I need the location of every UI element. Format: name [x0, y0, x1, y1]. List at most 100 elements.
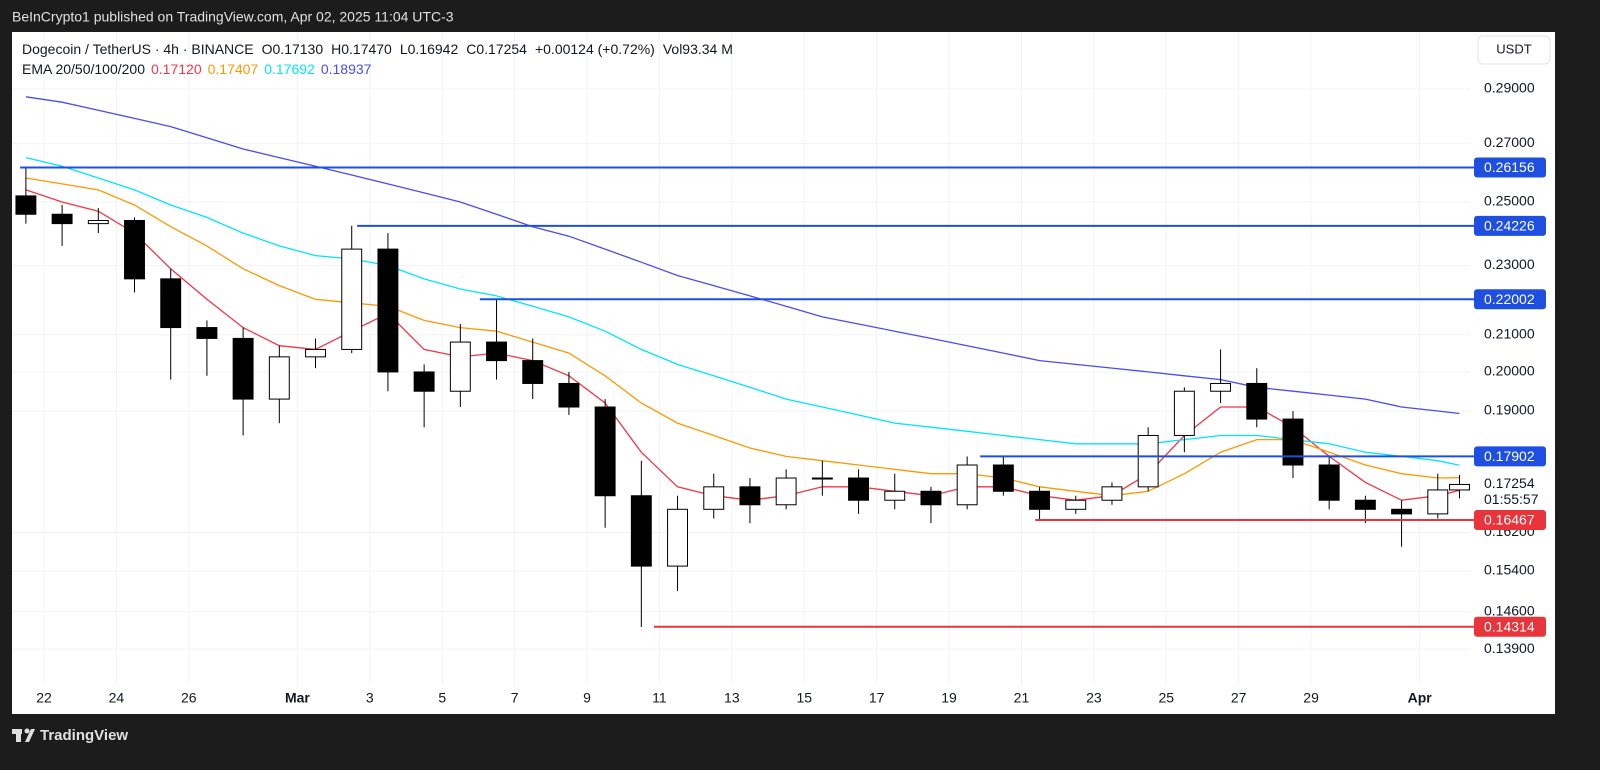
- y-tick-label: 0.25000: [1484, 193, 1535, 209]
- level-label: 0.16467: [1484, 512, 1535, 528]
- candle-body: [703, 486, 725, 510]
- candle-body: [594, 406, 616, 497]
- ema-legend: EMA 20/50/100/200 0.17120 0.17407 0.17692 0.…: [22, 61, 372, 77]
- ohlc-value: L0.16942: [400, 41, 459, 57]
- x-tick-label: 15: [796, 690, 812, 706]
- x-tick-label: 9: [583, 690, 591, 706]
- y-tick-label: 0.21000: [1484, 325, 1535, 341]
- candle-body: [232, 337, 254, 400]
- publisher-line: BeInCrypto1 published on TradingView.com…: [12, 9, 454, 25]
- y-tick-label: 0.15400: [1484, 562, 1535, 578]
- ohlc-value: Vol93.34 M: [663, 41, 733, 57]
- candle-body: [1449, 483, 1470, 491]
- candle-body: [1282, 418, 1304, 466]
- candle-body: [1246, 382, 1268, 420]
- y-tick-label: 0.14600: [1484, 602, 1535, 618]
- candle-body: [775, 477, 797, 506]
- candle-body: [739, 486, 761, 506]
- x-tick-label: Mar: [285, 690, 310, 706]
- candle-body: [1427, 489, 1449, 515]
- ohlc-value: +0.00124 (+0.72%): [535, 41, 655, 57]
- x-tick-label: Apr: [1408, 690, 1433, 706]
- candle-body: [160, 278, 182, 329]
- x-tick-label: 24: [109, 690, 125, 706]
- x-tick-label: 27: [1231, 690, 1247, 706]
- x-tick-label: 26: [181, 690, 197, 706]
- x-tick-label: 22: [36, 690, 52, 706]
- x-tick-label: 23: [1086, 690, 1102, 706]
- level-label-box: [1474, 616, 1546, 637]
- symbol-legend: Dogecoin / TetherUS · 4h · BINANCE O0.171…: [22, 41, 733, 57]
- level-label: 0.26156: [1484, 159, 1535, 175]
- x-tick-label: 3: [366, 690, 374, 706]
- candle-body: [630, 495, 652, 567]
- candle-body: [449, 341, 471, 392]
- x-tick-label: 5: [438, 690, 446, 706]
- level-label: 0.24226: [1484, 218, 1535, 234]
- y-tick-label: 0.29000: [1484, 80, 1535, 96]
- level-label-box: [1474, 510, 1546, 531]
- y-tick-label: 0.27000: [1484, 134, 1535, 150]
- candle-body: [956, 464, 978, 506]
- tv-logo: [12, 728, 35, 742]
- y-tick-label: 0.19000: [1484, 402, 1535, 418]
- candle-body: [1101, 486, 1123, 501]
- candle-body: [268, 356, 290, 400]
- ema-title: EMA 20/50/100/200: [22, 61, 145, 77]
- ema-value: 0.18937: [321, 61, 372, 77]
- countdown: 01:55:57: [1484, 491, 1539, 507]
- x-tick-label: 19: [941, 690, 957, 706]
- candle-body: [305, 348, 326, 358]
- level-label-box: [1474, 157, 1546, 178]
- candle-body: [196, 327, 218, 339]
- level-label: 0.22002: [1484, 291, 1535, 307]
- x-tick-label: 11: [652, 690, 667, 706]
- candle-body: [1137, 434, 1159, 488]
- level-label-box: [1474, 289, 1546, 310]
- x-tick-label: 13: [724, 690, 740, 706]
- candle-body: [1029, 490, 1051, 510]
- candle-body: [667, 508, 688, 567]
- x-tick-label: 29: [1303, 690, 1319, 706]
- x-tick-label: 21: [1014, 690, 1030, 706]
- level-label: 0.17902: [1484, 448, 1535, 464]
- ohlc-value: H0.17470: [331, 41, 392, 57]
- ohlc-value: C0.17254: [466, 41, 527, 57]
- ema-line: [25, 177, 1460, 497]
- ema-line: [25, 96, 1460, 415]
- ema-value: 0.17120: [151, 61, 202, 77]
- candle-body: [884, 490, 906, 501]
- y-tick-label: 0.13900: [1484, 640, 1535, 656]
- level-label-box: [1474, 215, 1546, 236]
- candle-body: [1065, 499, 1087, 510]
- candle-body: [920, 490, 942, 506]
- candle-body: [341, 248, 363, 350]
- level-label-box: [1474, 446, 1546, 467]
- candle-body: [413, 371, 435, 392]
- x-tick-label: 25: [1158, 690, 1174, 706]
- candle-body: [811, 477, 833, 480]
- candle-body: [486, 341, 507, 362]
- last-price: 0.17254: [1484, 475, 1535, 491]
- symbol: Dogecoin / TetherUS · 4h · BINANCE: [22, 41, 254, 57]
- ema-value: 0.17407: [208, 61, 259, 77]
- candle-body: [1173, 390, 1195, 436]
- candle-body: [51, 213, 73, 225]
- brand: TradingView: [40, 727, 128, 744]
- candle-body: [1318, 464, 1340, 501]
- candle-body: [1391, 508, 1413, 515]
- candle-body: [558, 382, 580, 408]
- candle-body: [522, 360, 544, 384]
- currency[interactable]: USDT: [1496, 41, 1531, 56]
- ema-value: 0.17692: [264, 61, 315, 77]
- ema-line: [25, 156, 1460, 466]
- candle-body: [87, 219, 109, 225]
- candle-body: [1354, 499, 1376, 510]
- currency-button[interactable]: [1477, 35, 1551, 65]
- x-tick-label: 7: [511, 690, 519, 706]
- candle-body: [377, 248, 399, 373]
- x-tick-label: 17: [869, 690, 885, 706]
- candle-body: [848, 477, 870, 501]
- candle-body: [1210, 382, 1232, 392]
